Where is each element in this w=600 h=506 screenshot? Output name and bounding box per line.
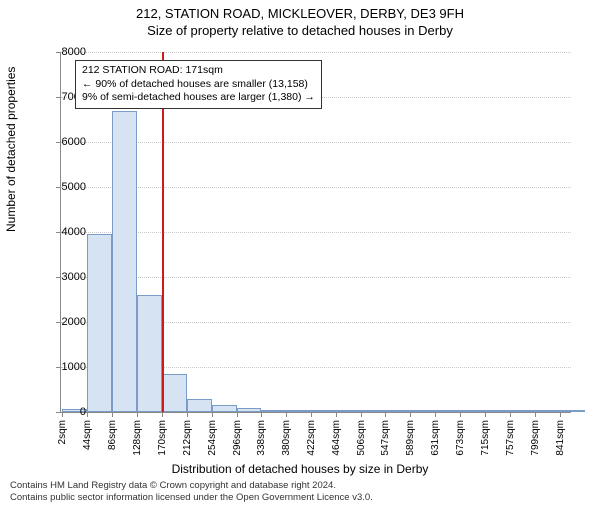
histogram-bar bbox=[535, 410, 560, 412]
xtick-label: 254sqm bbox=[207, 420, 218, 456]
histogram-bar bbox=[361, 410, 386, 412]
xtick-mark bbox=[385, 412, 386, 417]
annotation-box: 212 STATION ROAD: 171sqm← 90% of detache… bbox=[75, 60, 322, 109]
histogram-bar bbox=[460, 410, 485, 412]
xtick-mark bbox=[212, 412, 213, 417]
xtick-label: 44sqm bbox=[82, 420, 93, 450]
histogram-bar bbox=[435, 410, 460, 412]
histogram-bar bbox=[112, 111, 137, 413]
x-axis-label: Distribution of detached houses by size … bbox=[0, 462, 600, 476]
ytick-label: 6000 bbox=[46, 136, 86, 148]
xtick-label: 170sqm bbox=[157, 420, 168, 456]
chart-title-sub: Size of property relative to detached ho… bbox=[0, 23, 600, 38]
xtick-mark bbox=[286, 412, 287, 417]
histogram-bar bbox=[336, 410, 361, 412]
xtick-label: 2sqm bbox=[57, 420, 68, 444]
xtick-mark bbox=[485, 412, 486, 417]
xtick-mark bbox=[410, 412, 411, 417]
annotation-line: ← 90% of detached houses are smaller (13… bbox=[82, 78, 315, 92]
ytick-label: 3000 bbox=[46, 271, 86, 283]
xtick-label: 673sqm bbox=[455, 420, 466, 456]
chart-container: 212, STATION ROAD, MICKLEOVER, DERBY, DE… bbox=[0, 6, 600, 506]
ytick-label: 4000 bbox=[46, 226, 86, 238]
ytick-label: 0 bbox=[46, 406, 86, 418]
xtick-label: 128sqm bbox=[132, 420, 143, 456]
gridline bbox=[61, 187, 571, 188]
xtick-label: 841sqm bbox=[555, 420, 566, 456]
gridline bbox=[61, 52, 571, 53]
ytick-label: 5000 bbox=[46, 181, 86, 193]
xtick-label: 631sqm bbox=[430, 420, 441, 456]
xtick-mark bbox=[361, 412, 362, 417]
xtick-mark bbox=[162, 412, 163, 417]
histogram-bar bbox=[286, 410, 311, 412]
xtick-label: 799sqm bbox=[530, 420, 541, 456]
histogram-bar bbox=[137, 295, 162, 412]
histogram-bar bbox=[560, 410, 585, 412]
histogram-bar bbox=[485, 410, 510, 412]
gridline bbox=[61, 277, 571, 278]
histogram-bar bbox=[87, 234, 112, 412]
footer-line-2: Contains public sector information licen… bbox=[10, 492, 590, 504]
xtick-label: 338sqm bbox=[256, 420, 267, 456]
xtick-label: 86sqm bbox=[107, 420, 118, 450]
xtick-mark bbox=[435, 412, 436, 417]
gridline bbox=[61, 142, 571, 143]
histogram-bar bbox=[212, 405, 237, 412]
histogram-bar bbox=[162, 374, 187, 412]
ytick-label: 8000 bbox=[46, 46, 86, 58]
gridline bbox=[61, 232, 571, 233]
xtick-mark bbox=[535, 412, 536, 417]
histogram-bar bbox=[261, 410, 286, 412]
histogram-bar bbox=[510, 410, 535, 412]
xtick-mark bbox=[336, 412, 337, 417]
xtick-label: 212sqm bbox=[182, 420, 193, 456]
histogram-bar bbox=[385, 410, 410, 412]
xtick-label: 380sqm bbox=[281, 420, 292, 456]
xtick-mark bbox=[87, 412, 88, 417]
xtick-mark bbox=[510, 412, 511, 417]
xtick-label: 547sqm bbox=[380, 420, 391, 456]
histogram-bar bbox=[237, 408, 262, 412]
xtick-label: 715sqm bbox=[480, 420, 491, 456]
xtick-mark bbox=[261, 412, 262, 417]
histogram-bar bbox=[311, 410, 336, 412]
ytick-label: 2000 bbox=[46, 316, 86, 328]
xtick-mark bbox=[112, 412, 113, 417]
xtick-label: 757sqm bbox=[505, 420, 516, 456]
footer: Contains HM Land Registry data © Crown c… bbox=[10, 480, 590, 504]
xtick-label: 296sqm bbox=[232, 420, 243, 456]
chart-title-main: 212, STATION ROAD, MICKLEOVER, DERBY, DE… bbox=[0, 6, 600, 21]
xtick-mark bbox=[187, 412, 188, 417]
annotation-line: 212 STATION ROAD: 171sqm bbox=[82, 64, 315, 78]
y-axis-label: Number of detached properties bbox=[4, 67, 18, 232]
ytick-label: 1000 bbox=[46, 361, 86, 373]
xtick-mark bbox=[311, 412, 312, 417]
xtick-mark bbox=[460, 412, 461, 417]
xtick-label: 589sqm bbox=[405, 420, 416, 456]
xtick-mark bbox=[137, 412, 138, 417]
histogram-bar bbox=[410, 410, 435, 412]
histogram-bar bbox=[187, 399, 212, 413]
xtick-mark bbox=[237, 412, 238, 417]
xtick-mark bbox=[560, 412, 561, 417]
xtick-label: 464sqm bbox=[331, 420, 342, 456]
footer-line-1: Contains HM Land Registry data © Crown c… bbox=[10, 480, 590, 492]
xtick-label: 422sqm bbox=[306, 420, 317, 456]
xtick-label: 506sqm bbox=[356, 420, 367, 456]
annotation-line: 9% of semi-detached houses are larger (1… bbox=[82, 91, 315, 105]
